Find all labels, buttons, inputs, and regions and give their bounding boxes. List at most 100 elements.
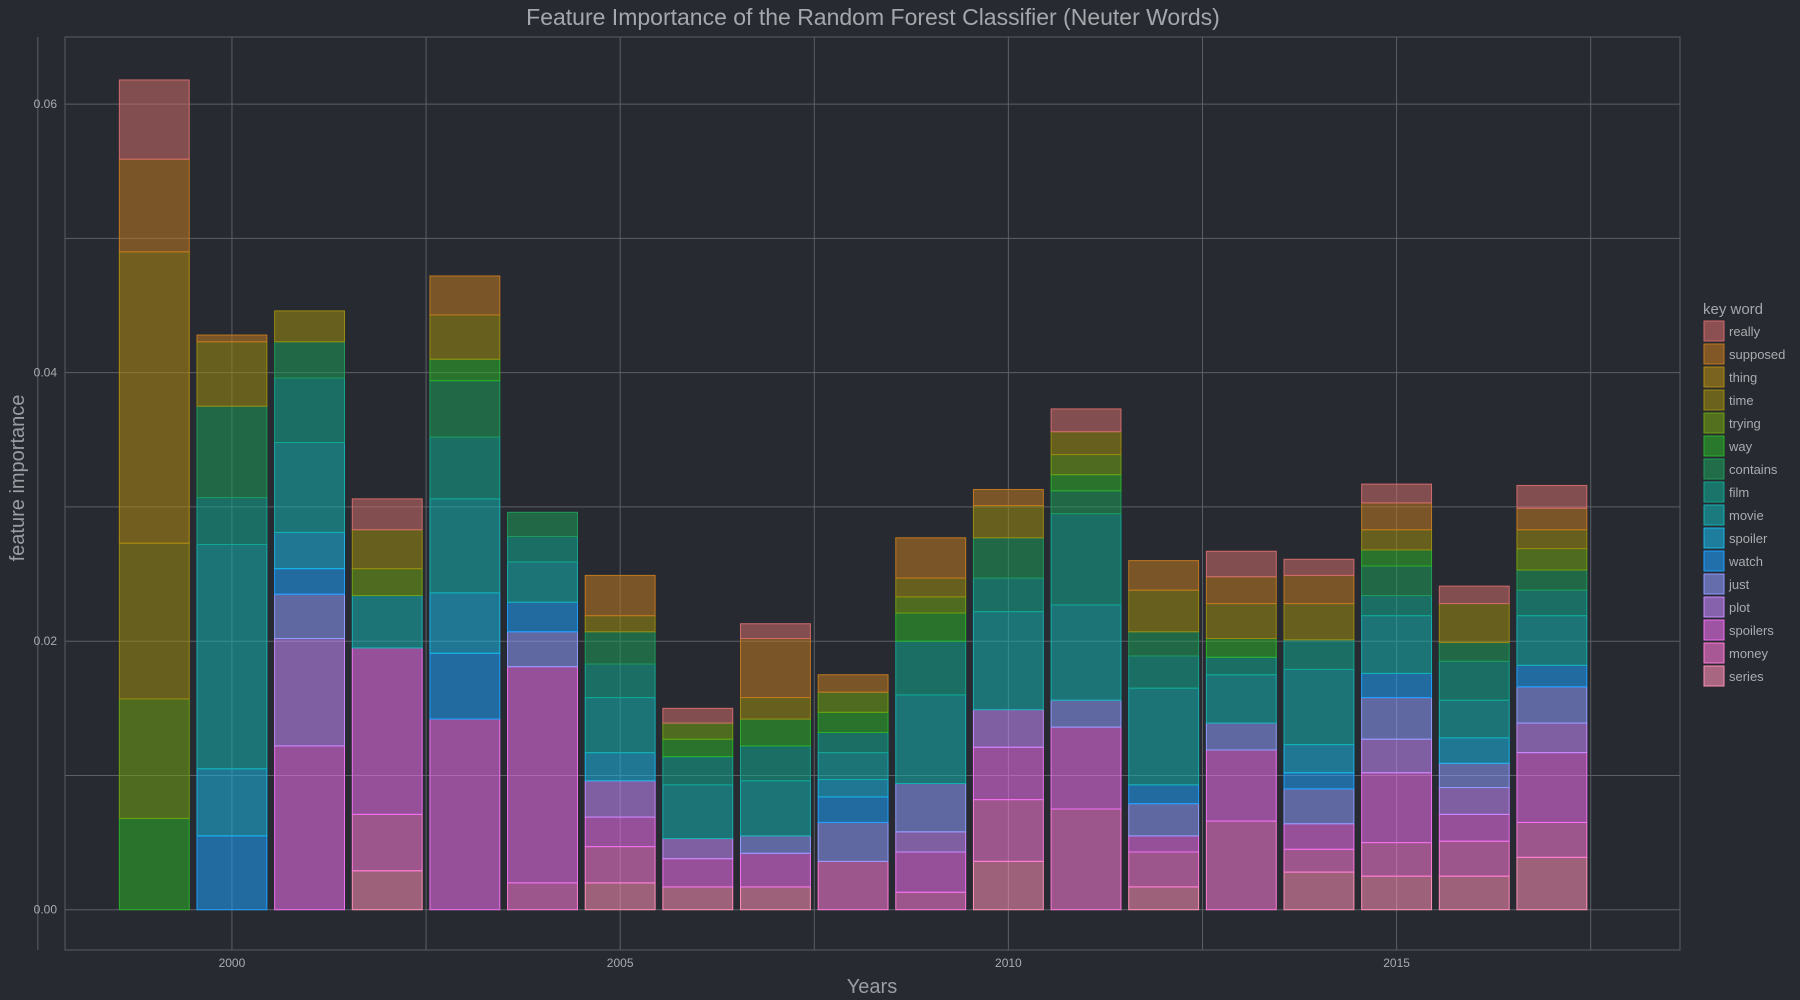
bar-segment-time-2014 bbox=[1283, 603, 1355, 641]
bar-segment-contains-2001 bbox=[274, 341, 346, 379]
bar-segment-film-2016 bbox=[1438, 660, 1510, 701]
bar-segment-spoilers-2009 bbox=[895, 851, 967, 893]
bar-segment-trying-2008 bbox=[817, 691, 889, 713]
bar-segment-spoilers-2007 bbox=[740, 852, 811, 888]
bar-segment-spoilers-2004 bbox=[507, 666, 578, 884]
legend-swatch-thing bbox=[1703, 366, 1725, 388]
bar-segment-time-2001 bbox=[274, 310, 346, 343]
legend-swatch-film bbox=[1703, 481, 1725, 503]
bar-segment-supposed-2010 bbox=[972, 488, 1044, 507]
legend-label-really: really bbox=[1729, 324, 1761, 339]
bar-segment-series-2005 bbox=[584, 882, 656, 911]
legend-swatch-series bbox=[1703, 665, 1725, 687]
bar-segment-spoilers-2013 bbox=[1205, 749, 1277, 822]
y-tick-label: 0.04 bbox=[34, 366, 58, 380]
bar-segment-plot-2006 bbox=[662, 838, 734, 860]
legend-label-time: time bbox=[1729, 393, 1754, 408]
bar-segment-watch-2017 bbox=[1516, 664, 1588, 688]
bar-segment-spoiler-2014 bbox=[1283, 744, 1355, 774]
bar-segment-just-2017 bbox=[1516, 686, 1588, 724]
x-tick-label: 2015 bbox=[1383, 956, 1410, 970]
bar-segment-spoilers-2003 bbox=[429, 718, 501, 911]
bar-segment-movie-2014 bbox=[1283, 668, 1355, 746]
legend-item-trying: trying bbox=[1703, 412, 1761, 434]
bar-segment-spoilers-2014 bbox=[1283, 823, 1355, 850]
legend-item-supposed: supposed bbox=[1703, 343, 1785, 365]
bar-segment-plot-2010 bbox=[972, 709, 1044, 748]
bar-segment-trying-2017 bbox=[1516, 548, 1588, 571]
bar-segment-series-2015 bbox=[1361, 875, 1433, 911]
bar-segment-money-2014 bbox=[1283, 848, 1355, 873]
x-tick-label: 2005 bbox=[607, 956, 634, 970]
bar-segment-spoilers-2016 bbox=[1438, 813, 1510, 842]
bar-segment-really-2014 bbox=[1283, 558, 1355, 576]
bar-segment-time-2003 bbox=[429, 314, 501, 360]
bar-segment-really-2015 bbox=[1361, 483, 1433, 504]
bar-segment-just-2008 bbox=[817, 821, 889, 862]
bar-segment-money-2008 bbox=[817, 860, 889, 911]
bar-segment-contains-2011 bbox=[1050, 490, 1122, 515]
legend-label-series: series bbox=[1729, 669, 1764, 684]
bar-stack-2003 bbox=[429, 275, 501, 911]
bar-stack-2011 bbox=[1050, 408, 1122, 911]
plot-panel-border bbox=[64, 36, 1681, 951]
bar-segment-time-2011 bbox=[1050, 431, 1122, 456]
bar-segment-really-2013 bbox=[1205, 550, 1277, 578]
bar-segment-really-2007 bbox=[740, 623, 811, 640]
bar-segment-plot-2005 bbox=[584, 780, 656, 818]
bar-segment-spoilers-2006 bbox=[662, 858, 734, 888]
legend-label-plot: plot bbox=[1729, 600, 1750, 615]
bar-segment-contains-2003 bbox=[429, 380, 501, 438]
bar-segment-contains-2012 bbox=[1128, 631, 1200, 657]
bar-segment-money-2012 bbox=[1128, 851, 1200, 888]
legend-item-way: way bbox=[1703, 435, 1753, 457]
legend-item-contains: contains bbox=[1703, 458, 1778, 480]
bar-segment-money-2013 bbox=[1205, 820, 1277, 911]
axis-tick-labels: 0.00 0.02 0.04 0.06 2000 2005 2010 2015 bbox=[34, 97, 1411, 970]
bar-segment-film-2011 bbox=[1050, 513, 1122, 606]
bar-segment-just-2013 bbox=[1205, 722, 1277, 751]
bar-segment-contains-2004 bbox=[507, 511, 578, 537]
bar-segment-money-2017 bbox=[1516, 821, 1588, 858]
bar-segment-thing-1999 bbox=[118, 251, 190, 544]
chart-title: Feature Importance of the Random Forest … bbox=[526, 4, 1220, 30]
bar-segment-time-2002 bbox=[351, 529, 423, 570]
bar-segment-contains-2010 bbox=[972, 537, 1044, 579]
legend-swatch-trying bbox=[1703, 412, 1725, 434]
bar-segment-just-2001 bbox=[274, 593, 346, 640]
bar-stack-2008 bbox=[817, 674, 889, 911]
bar-segment-trying-2009 bbox=[895, 596, 967, 614]
bar-segment-just-2014 bbox=[1283, 788, 1355, 825]
bar-segment-time-2005 bbox=[584, 615, 656, 633]
legend-item-plot: plot bbox=[1703, 596, 1750, 618]
legend-item-spoilers: spoilers bbox=[1703, 619, 1774, 641]
legend: really supposed thing time trying way contains… bbox=[1703, 320, 1785, 687]
bar-segment-trying-2011 bbox=[1050, 454, 1122, 476]
bar-segment-time-2013 bbox=[1205, 603, 1277, 640]
bar-segment-way-2011 bbox=[1050, 474, 1122, 492]
bar-segment-plot-2015 bbox=[1361, 738, 1433, 774]
bar-segment-time-2016 bbox=[1438, 603, 1510, 644]
bar-segment-film-2000 bbox=[196, 497, 268, 546]
bar-segment-way-2015 bbox=[1361, 549, 1433, 567]
bar-segment-time-2017 bbox=[1516, 529, 1588, 550]
legend-item-thing: thing bbox=[1703, 366, 1757, 388]
legend-swatch-money bbox=[1703, 642, 1725, 664]
bar-segment-movie-2006 bbox=[662, 784, 734, 840]
bar-segment-really-1999 bbox=[118, 79, 190, 160]
bar-segment-plot-2001 bbox=[274, 638, 346, 747]
bar-segment-movie-2009 bbox=[895, 694, 967, 785]
bar-segment-way-2013 bbox=[1205, 638, 1277, 658]
bar-stack-2016 bbox=[1438, 585, 1510, 911]
bar-segment-series-2014 bbox=[1283, 871, 1355, 911]
legend-swatch-spoilers bbox=[1703, 619, 1725, 641]
bar-segment-just-2007 bbox=[740, 835, 811, 854]
legend-swatch-spoiler bbox=[1703, 527, 1725, 549]
bar-stack-2012 bbox=[1128, 560, 1200, 911]
bar-segment-plot-2009 bbox=[895, 831, 967, 853]
bar-segment-watch-2008 bbox=[817, 796, 889, 823]
bar-segment-plot-2016 bbox=[1438, 787, 1510, 815]
legend-item-really: really bbox=[1703, 320, 1761, 342]
bar-segment-spoilers-2017 bbox=[1516, 752, 1588, 823]
